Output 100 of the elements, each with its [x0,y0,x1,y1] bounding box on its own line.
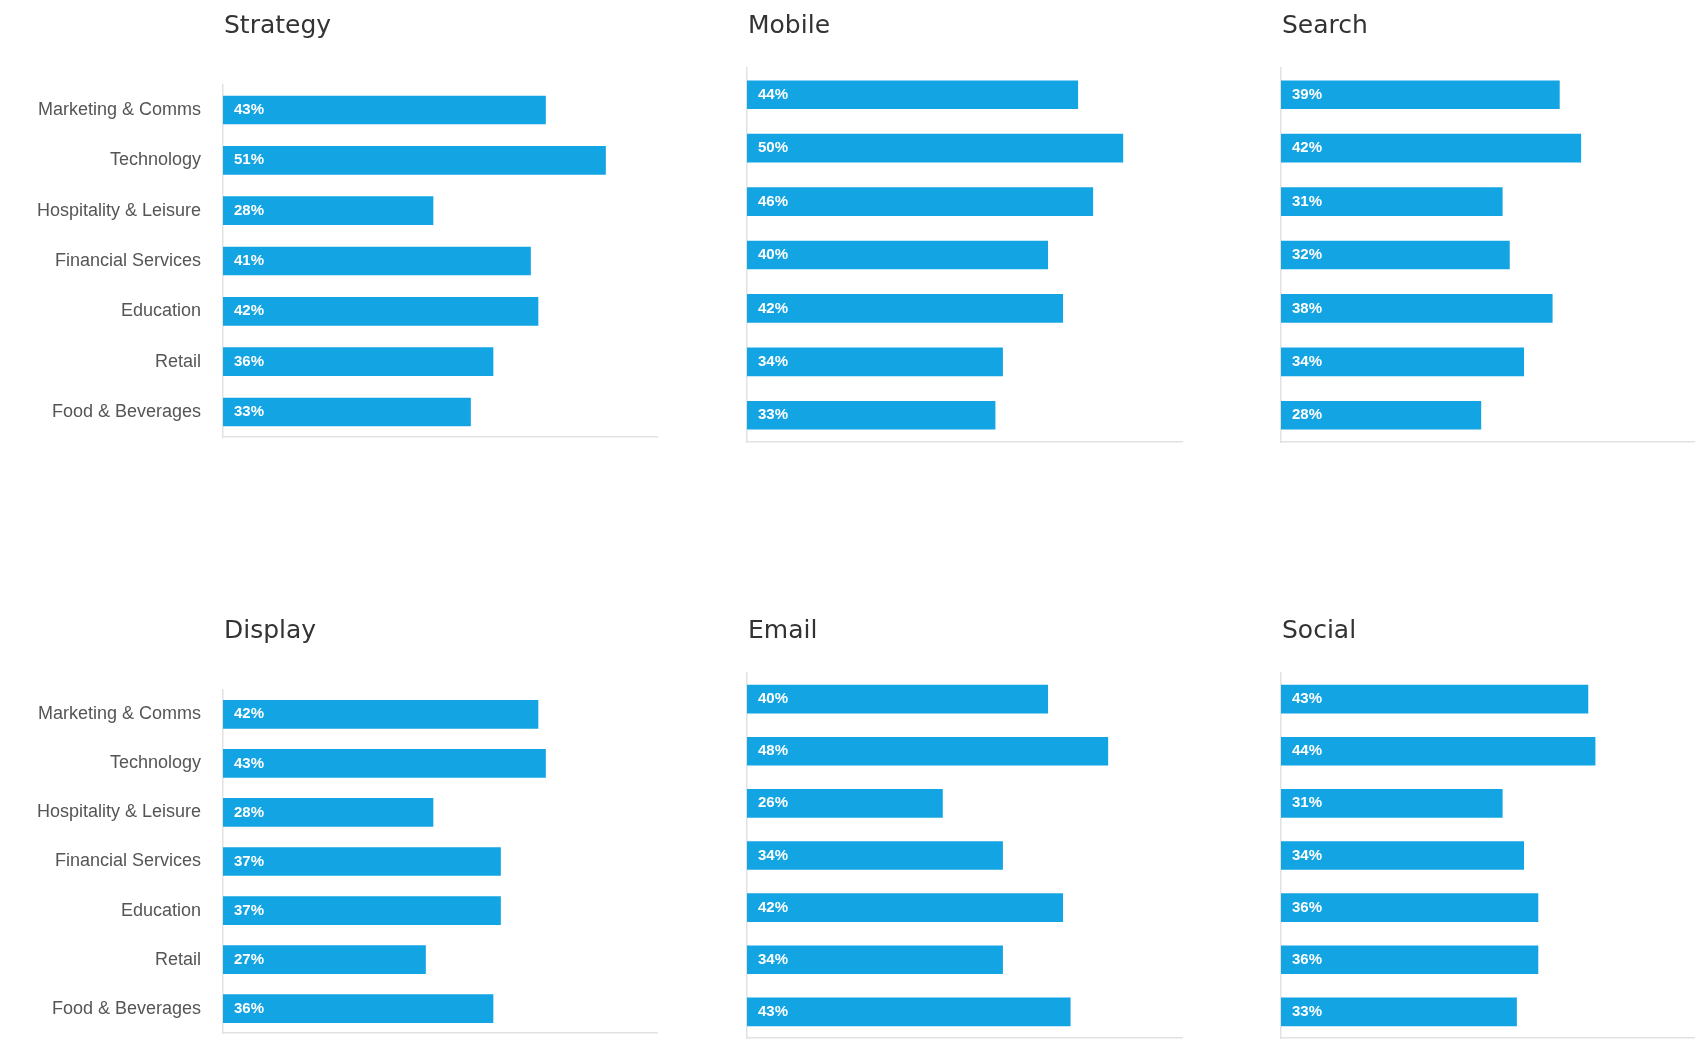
bar [747,294,1064,323]
data-label: 36% [1292,949,1323,967]
data-label: 28% [234,200,265,218]
bar [747,789,943,818]
data-label: 34% [1292,352,1323,369]
bar [223,145,606,175]
y-tick-label: Technology [109,149,201,170]
data-label: 43% [234,100,265,118]
bar [1281,841,1525,870]
data-label: 46% [758,191,789,209]
y-tick-label: Education [120,899,201,920]
data-label: 28% [1292,405,1323,423]
data-label: 31% [1292,191,1323,209]
bar [1281,187,1503,216]
bar [747,893,1064,922]
bar [747,347,1003,377]
data-label: 36% [1292,897,1323,915]
y-tick-label: Retail [154,350,201,371]
chart-title: Search [1282,10,1368,39]
bar [747,80,1079,110]
y-tick-label: Education [120,300,201,321]
data-label: 40% [758,689,789,707]
chart-title: Display [224,615,317,644]
data-label: 27% [234,949,265,967]
y-tick-label: Marketing & Comms [37,98,201,119]
data-label: 48% [758,741,789,759]
bar [747,945,1003,975]
data-label: 33% [1292,1002,1323,1020]
data-label: 38% [1292,298,1323,316]
bar [1281,684,1589,714]
data-label: 42% [758,298,789,316]
y-tick-label: Retail [154,948,201,969]
y-tick-label: Financial Services [54,850,201,871]
bar [223,798,434,827]
bar [1281,294,1553,323]
data-label: 41% [234,251,265,269]
data-label: 39% [1292,84,1323,102]
y-tick-label: Hospitality & Leisure [36,801,201,822]
bar [747,684,1049,714]
bar [747,400,996,430]
data-label: 34% [1292,845,1323,863]
bar [747,736,1109,766]
data-label: 43% [234,753,265,771]
data-label: 31% [1292,793,1323,811]
data-label: 32% [1292,245,1323,263]
bar [223,246,531,276]
bar [223,297,539,326]
bar [1281,400,1482,430]
bar [1281,240,1510,270]
data-label: 34% [758,352,789,369]
bar [223,347,494,377]
data-label: 33% [758,405,789,423]
data-label: 34% [758,845,789,863]
data-label: 36% [234,998,265,1016]
bar [747,997,1071,1027]
chart-title: Social [1282,615,1357,644]
y-tick-label: Financial Services [54,249,201,270]
bar [747,133,1124,163]
bar [1281,736,1596,766]
y-tick-label: Food & Beverages [51,997,201,1018]
bar [223,847,501,876]
bar [747,240,1049,270]
bar [1281,997,1517,1027]
bar [223,945,426,974]
bar [223,700,539,729]
data-label: 51% [234,150,265,168]
y-tick-label: Food & Beverages [51,401,201,421]
bar [1281,133,1582,163]
data-label: 34% [758,949,789,967]
bar [1281,347,1525,377]
y-tick-label: Technology [109,752,201,773]
bar [1281,893,1539,922]
data-label: 44% [758,84,789,102]
chart-title: Mobile [748,10,831,39]
data-label: 50% [758,138,789,156]
chart-title: Strategy [224,10,332,39]
data-label: 42% [234,301,265,319]
data-label: 36% [234,351,265,369]
data-label: 42% [758,897,789,915]
bar [1281,945,1539,975]
bar [223,95,546,125]
bar [223,896,501,925]
data-label: 44% [1292,741,1323,759]
bar [1281,789,1503,818]
bar [223,994,494,1023]
bar [747,841,1003,870]
data-label: 33% [234,402,265,420]
bar [747,187,1094,216]
data-label: 37% [234,851,265,869]
bar [223,397,471,427]
data-label: 26% [758,793,789,811]
y-tick-label: Marketing & Comms [37,703,201,724]
bar [223,749,546,778]
bar [223,196,434,225]
bar [1281,80,1560,110]
data-label: 43% [758,1002,789,1020]
data-label: 42% [234,704,265,722]
chart-title: Email [748,615,818,644]
data-label: 40% [758,245,789,263]
data-label: 42% [1292,138,1323,156]
